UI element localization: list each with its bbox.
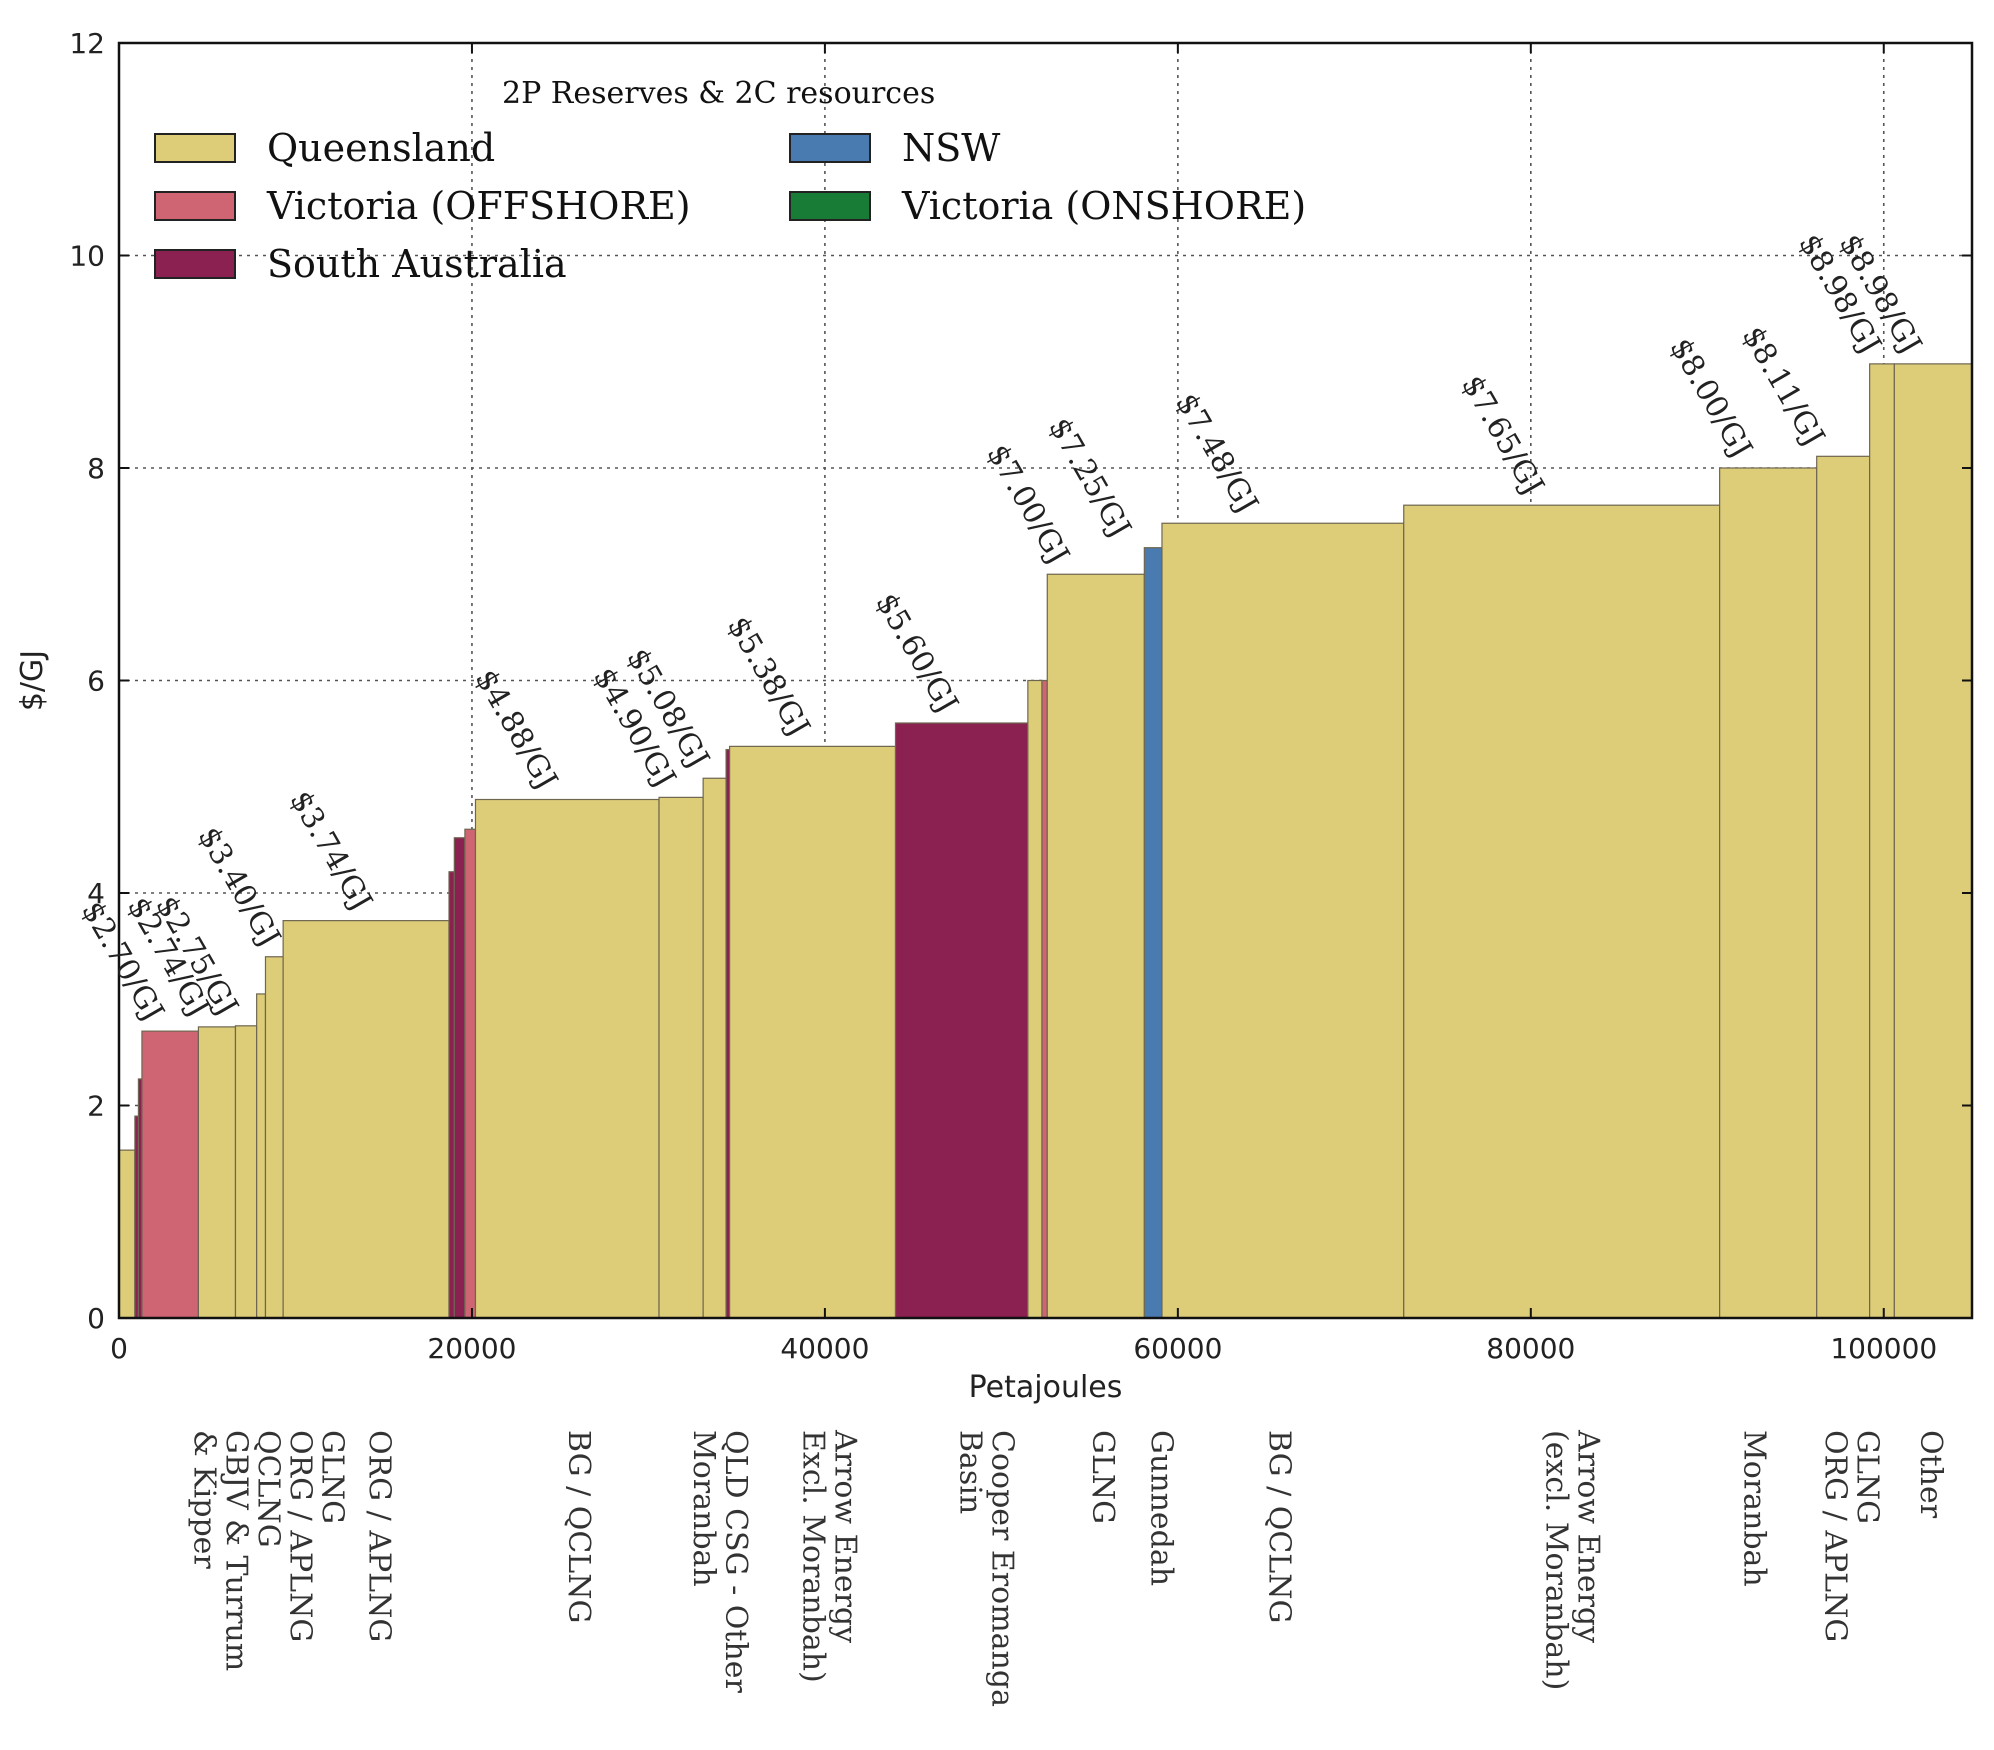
bar-nsw (1143, 547, 1163, 1319)
category-label-line: QCLNG (250, 1430, 285, 1548)
bar-queensland (1027, 679, 1043, 1319)
legend-label: Victoria (ONSHORE) (901, 184, 1306, 228)
bar-queensland (1719, 467, 1818, 1319)
legend-swatch (789, 133, 871, 163)
category-label: BG / QCLNG (1262, 1430, 1297, 1623)
legend-entry: Victoria (ONSHORE) (789, 184, 1306, 228)
category-label-line: Moranbah (1736, 1430, 1771, 1587)
bar-victoria-offshore (464, 828, 477, 1319)
category-label-line: ORG / APLNG (1817, 1430, 1852, 1642)
bar-queensland (1403, 504, 1721, 1319)
category-label-line: ORG / APLNG (362, 1430, 397, 1642)
y-tick-label: 2 (87, 1090, 105, 1123)
category-label-line: GLNG (1085, 1430, 1120, 1524)
category-label: Arrow Energy(excl. Moranbah) (1539, 1429, 1606, 1690)
legend-label: Queensland (267, 126, 495, 170)
bar-queensland (118, 1149, 136, 1319)
legend-entry: Victoria (OFFSHORE) (154, 184, 691, 228)
bar-victoria-offshore (1041, 679, 1048, 1319)
legend-entry: Queensland (154, 126, 495, 170)
bar-queensland (1869, 363, 1895, 1319)
category-label-line: Basin (953, 1430, 988, 1514)
category-label-line: Excl. Moranbah) (796, 1430, 831, 1683)
legend: 2P Reserves & 2C resources Queensland NSW… (154, 76, 1306, 286)
bar-queensland (234, 1025, 258, 1319)
bar-south-australia (453, 837, 466, 1319)
category-label-line: & Kipper (186, 1430, 221, 1569)
bar-south-australia (448, 871, 455, 1319)
y-tick-label: 8 (87, 452, 105, 485)
bar-queensland (264, 956, 284, 1319)
category-label-line: GLNG (314, 1430, 349, 1524)
category-label-line: Gunnedah (1143, 1430, 1178, 1586)
category-label-line: Arrow Energy (1571, 1429, 1606, 1643)
category-label: BG / QCLNG (561, 1430, 596, 1623)
bar-south-australia (894, 722, 1029, 1319)
legend-label: Victoria (OFFSHORE) (266, 184, 691, 228)
axis-ticks: 0 20000 40000 60000 80000 100000 0 2 4 6 8 10 12 (69, 27, 1972, 1365)
bar-queensland (702, 777, 727, 1319)
legend-swatch (154, 249, 236, 279)
category-label-line: GBJV & Turrum (218, 1430, 253, 1671)
y-tick-label: 10 (69, 240, 105, 273)
category-label-line: BG / QCLNG (561, 1430, 596, 1623)
category-label: Moranbah (1736, 1430, 1771, 1587)
x-axis-label: Petajoules (969, 1370, 1123, 1405)
bar-queensland (1893, 363, 1973, 1319)
category-label: Gunnedah (1143, 1430, 1178, 1586)
legend-swatch (154, 133, 236, 163)
y-tick-label: 6 (87, 665, 105, 698)
legend-label: NSW (902, 126, 1000, 170)
category-label-line: Cooper Eromanga (985, 1430, 1020, 1707)
y-tick-label: 0 (87, 1302, 105, 1335)
category-label-line: QLD CSG - Other (718, 1430, 753, 1694)
legend-entry: NSW (789, 126, 1000, 170)
bar-queensland (658, 796, 704, 1319)
category-label-line: GLNG (1849, 1430, 1884, 1524)
category-label-line: ORG / APLNG (282, 1430, 317, 1642)
category-label-line: Other (1913, 1430, 1948, 1519)
category-label-line: (excl. Moranbah) (1539, 1430, 1574, 1690)
bar-victoria-offshore (141, 1030, 200, 1319)
category-label-line: Arrow Energy (828, 1429, 863, 1643)
bar-queensland (1046, 573, 1145, 1319)
legend-title: 2P Reserves & 2C resources (502, 76, 935, 111)
bar-queensland (282, 920, 450, 1319)
legend-swatch (789, 191, 871, 221)
y-tick-label: 12 (69, 27, 105, 60)
bar-queensland (474, 798, 660, 1319)
bar-queensland (1161, 522, 1405, 1319)
legend-entry: South Australia (154, 242, 567, 286)
y-tick-label: 4 (87, 877, 105, 910)
bar-queensland (1816, 455, 1871, 1319)
bar-queensland (256, 993, 267, 1319)
x-tick-label: 80000 (1486, 1332, 1575, 1365)
legend-entries: Queensland NSW Victoria (OFFSHORE) Victoria… (154, 126, 1306, 286)
x-tick-label: 100000 (1830, 1332, 1937, 1365)
x-tick-label: 40000 (780, 1332, 869, 1365)
bar-queensland (729, 745, 897, 1319)
x-tick-label: 0 (110, 1332, 128, 1365)
legend-label: South Australia (267, 242, 567, 286)
category-label: Other (1913, 1430, 1948, 1519)
y-axis-label: $/GJ (15, 650, 50, 711)
category-label: ORG / APLNG (362, 1430, 397, 1642)
category-label-line: Moranbah (686, 1430, 721, 1587)
bars (118, 363, 1973, 1319)
category-label-line: BG / QCLNG (1262, 1430, 1297, 1623)
category-label: GLNG (1085, 1430, 1120, 1524)
x-tick-label: 60000 (1133, 1332, 1222, 1365)
bar-queensland (197, 1026, 237, 1319)
x-tick-label: 20000 (427, 1332, 516, 1365)
legend-swatch (154, 191, 236, 221)
